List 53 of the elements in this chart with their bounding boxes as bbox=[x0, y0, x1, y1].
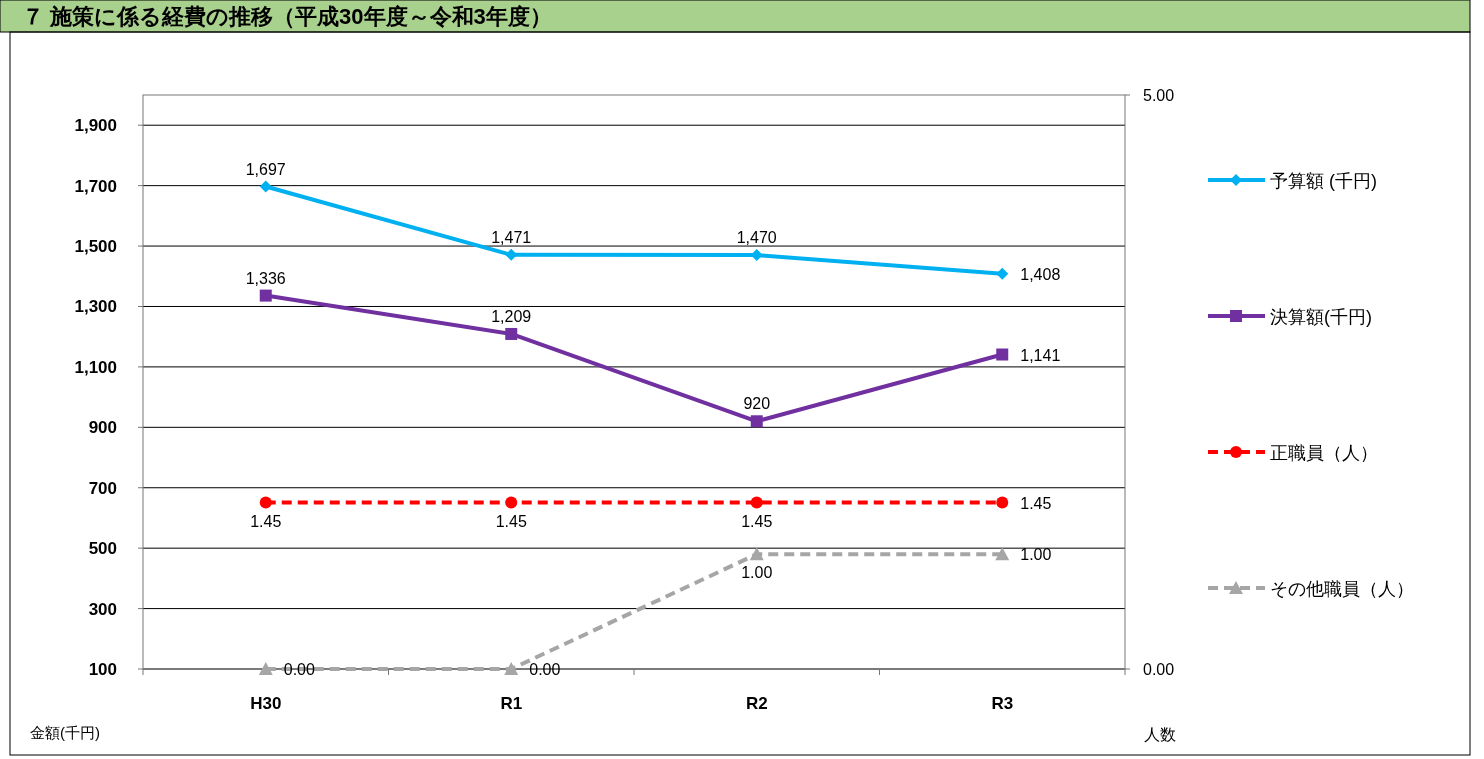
data-label: 1,336 bbox=[245, 269, 286, 287]
data-label: 1,697 bbox=[245, 160, 286, 178]
data-label: 1,209 bbox=[491, 307, 532, 325]
point bbox=[505, 496, 518, 509]
point bbox=[750, 415, 763, 428]
point bbox=[750, 496, 763, 509]
y-axis-title: 金額(千円) bbox=[30, 724, 100, 741]
y-tick-label: 300 bbox=[88, 599, 117, 619]
y-tick-label: 1,900 bbox=[74, 116, 117, 136]
x-tick-label: R2 bbox=[745, 694, 768, 713]
point bbox=[996, 348, 1009, 361]
y-tick-label: 100 bbox=[88, 660, 117, 679]
data-label: 1,408 bbox=[1020, 265, 1061, 283]
data-label: 1.45 bbox=[250, 512, 282, 530]
data-label: 1.45 bbox=[1020, 494, 1052, 512]
y-tick-label: 700 bbox=[88, 478, 117, 498]
data-label: 1,141 bbox=[1020, 346, 1061, 364]
point bbox=[505, 327, 518, 340]
point bbox=[996, 496, 1009, 509]
legend-label: 正職員（人） bbox=[1270, 443, 1378, 463]
x-tick-label: H30 bbox=[250, 694, 282, 713]
y2-axis-title: 人数 bbox=[1144, 726, 1176, 743]
point bbox=[996, 267, 1009, 280]
point bbox=[259, 289, 272, 302]
data-label: 1,470 bbox=[736, 229, 777, 247]
data-label: 1.45 bbox=[495, 512, 527, 530]
y2-tick-label: 0.00 bbox=[1143, 661, 1175, 678]
y-tick-label: 1,300 bbox=[74, 297, 117, 317]
x-tick-label: R1 bbox=[500, 694, 523, 713]
legend-label: 予算額 (千円) bbox=[1270, 171, 1377, 191]
x-tick-label: R3 bbox=[991, 694, 1014, 713]
data-label: 0.00 bbox=[529, 661, 561, 678]
point bbox=[258, 662, 273, 675]
y-tick-label: 1,700 bbox=[74, 176, 117, 196]
legend-label: その他職員（人） bbox=[1270, 579, 1414, 599]
data-label: 1.45 bbox=[741, 512, 773, 530]
point bbox=[259, 496, 272, 509]
data-label: 1.00 bbox=[1020, 546, 1052, 564]
data-label: 1.00 bbox=[741, 564, 773, 582]
point bbox=[749, 547, 764, 561]
point bbox=[504, 662, 519, 675]
y-tick-label: 1,500 bbox=[74, 237, 117, 257]
point bbox=[995, 547, 1010, 561]
y-tick-label: 900 bbox=[88, 418, 117, 438]
data-label: 0.00 bbox=[283, 661, 315, 678]
chart-title: ７ 施策に係る経費の推移（平成30年度～令和3年度） bbox=[22, 4, 552, 29]
legend-label: 決算額(千円) bbox=[1270, 307, 1372, 327]
data-label: 1,471 bbox=[491, 228, 532, 246]
y-tick-label: 1,100 bbox=[74, 357, 117, 377]
data-label: 920 bbox=[743, 395, 771, 413]
y2-tick-label: 5.00 bbox=[1143, 87, 1175, 104]
y-tick-label: 500 bbox=[88, 539, 117, 559]
point bbox=[259, 180, 272, 193]
